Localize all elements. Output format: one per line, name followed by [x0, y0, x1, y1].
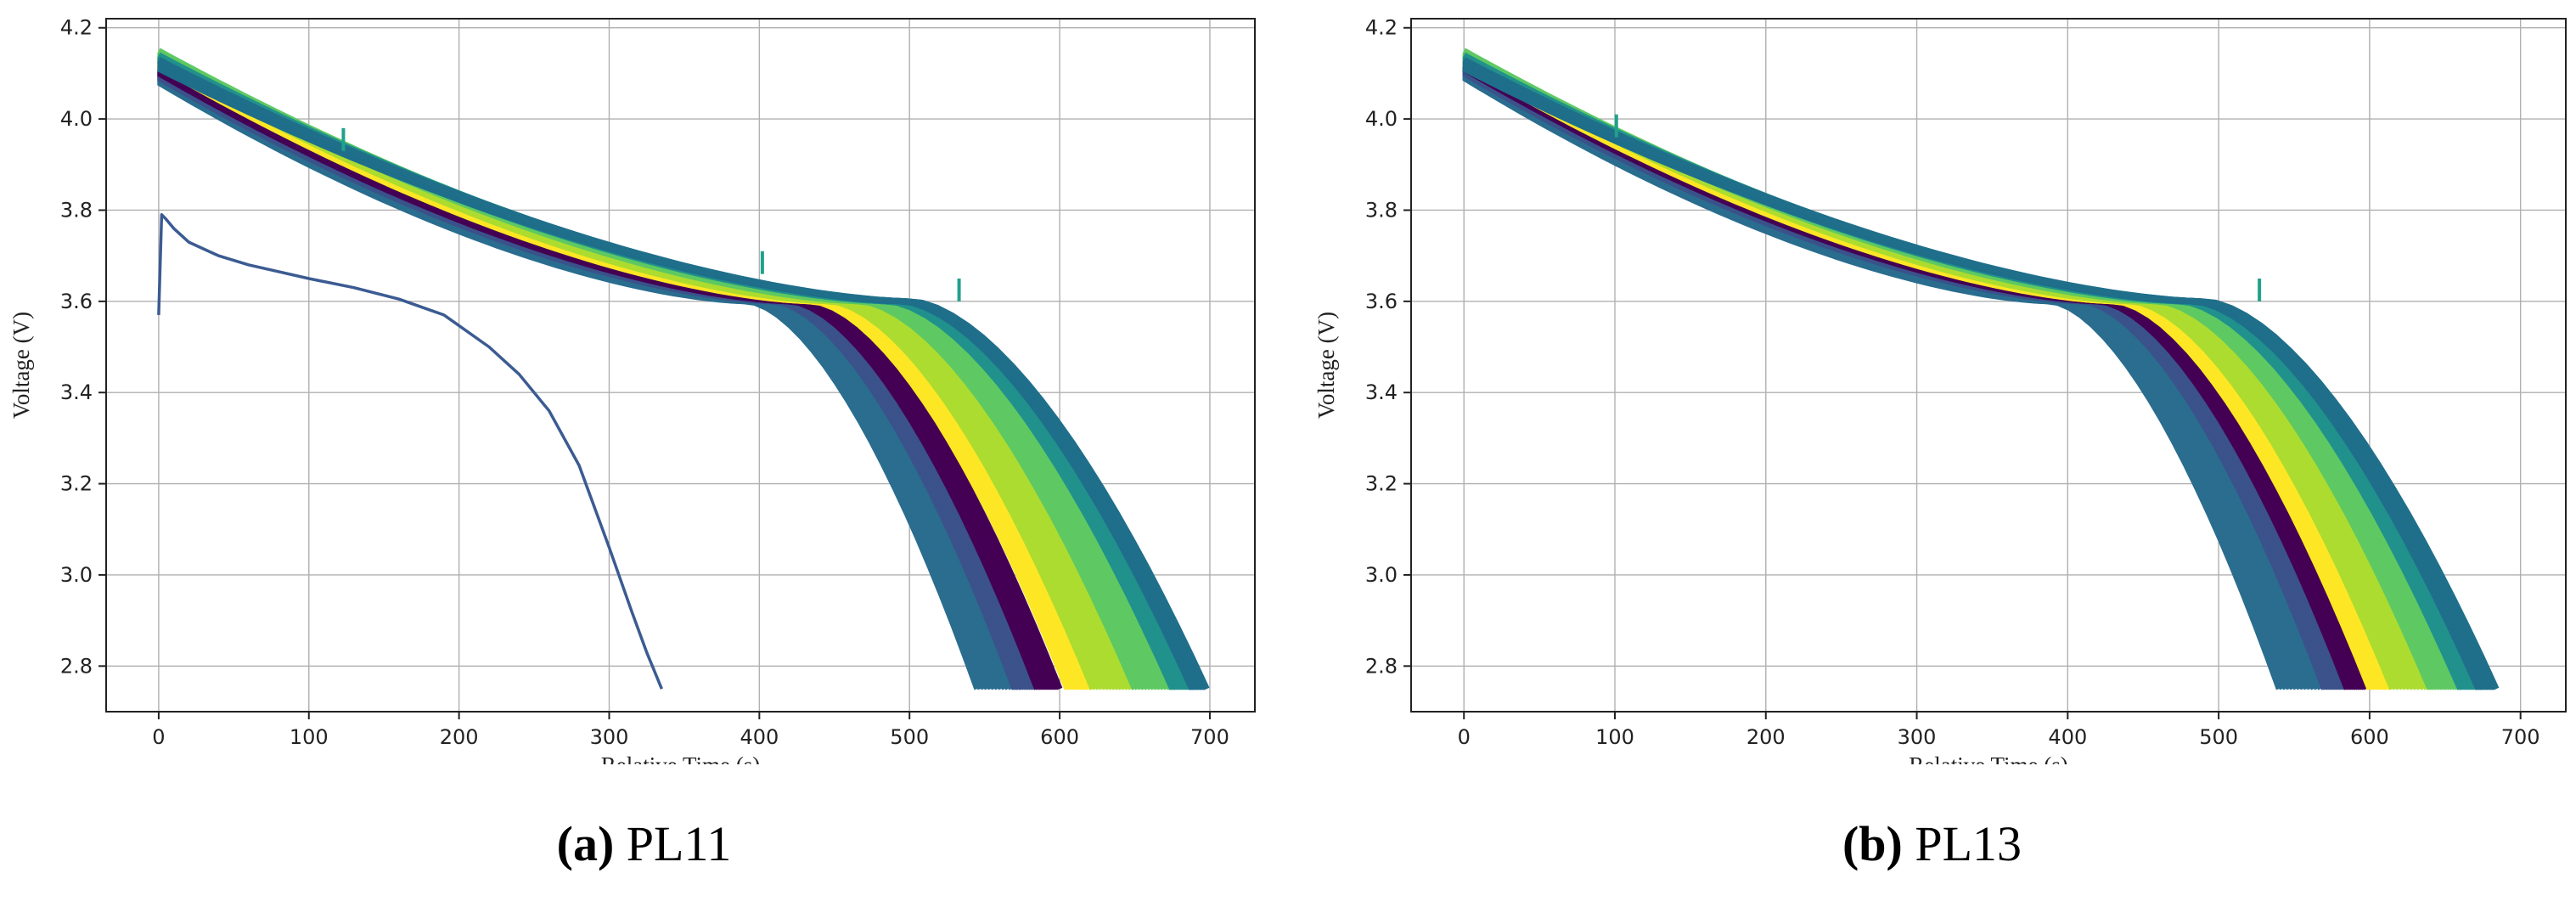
caption-a-letter: (a)	[556, 816, 615, 871]
y-tick-label: 4.0	[1365, 107, 1398, 131]
x-tick-label: 600	[1040, 725, 1079, 749]
caption-b: (b) PL13	[1288, 815, 2576, 872]
series-curves	[1462, 48, 2500, 690]
panel-a: 0 100 200 300 400 500 600 700 2.8 3.0 3.2 3.4 3.6 3.8…	[0, 16, 1288, 872]
x-tick-label: 200	[440, 725, 479, 749]
y-tick-label: 3.6	[1365, 290, 1398, 313]
x-tick-label: 300	[590, 725, 629, 749]
y-tick-label: 3.0	[60, 563, 93, 587]
plot-frame	[1410, 18, 2567, 713]
y-axis-label: Voltage (V)	[8, 312, 34, 419]
x-tick-label: 500	[890, 725, 929, 749]
x-tick-label: 700	[1190, 725, 1229, 749]
y-tick-label: 4.0	[60, 107, 93, 131]
x-axis-label: Relative Time (s)	[1909, 752, 2068, 764]
x-tick-label: 0	[152, 725, 165, 749]
outlier-line	[157, 213, 664, 690]
axis-ticks: 0 100 200 300 400 500 600 700 2.8 3.0 3.2 3.4 3.6 3.8…	[60, 16, 1229, 749]
y-tick-label: 3.6	[60, 290, 93, 313]
x-tick-label: 200	[1746, 725, 1786, 749]
chart-b: 0 100 200 300 400 500 600 700 2.8 3.0 3.2 3.4 3.6 3.8…	[1313, 16, 2567, 764]
axis-ticks: 0 100 200 300 400 500 600 700 2.8 3.0 3.2 3.4 3.6 3.8…	[1365, 16, 2540, 749]
y-tick-label: 3.4	[60, 380, 93, 404]
x-tick-label: 400	[740, 725, 779, 749]
y-tick-label: 2.8	[60, 654, 93, 678]
x-tick-label: 100	[290, 725, 329, 749]
y-tick-label: 3.8	[1365, 198, 1398, 222]
x-tick-label: 100	[1595, 725, 1634, 749]
plot-frame	[105, 18, 1256, 713]
x-axis-label: Relative Time (s)	[601, 752, 761, 764]
y-tick-label: 4.2	[1365, 16, 1398, 40]
x-tick-label: 500	[2199, 725, 2238, 749]
caption-a: (a) PL11	[0, 815, 1288, 872]
caption-a-label: PL11	[626, 816, 732, 871]
y-tick-label: 3.0	[1365, 563, 1398, 587]
chart-a: 0 100 200 300 400 500 600 700 2.8 3.0 3.2 3.4 3.6 3.8…	[8, 16, 1256, 764]
series-line	[1462, 57, 2500, 690]
y-tick-label: 3.4	[1365, 380, 1398, 404]
series-curves	[157, 48, 1210, 690]
y-tick-label: 3.2	[1365, 472, 1398, 496]
x-tick-label: 600	[2350, 725, 2389, 749]
panel-b: 0 100 200 300 400 500 600 700 2.8 3.0 3.2 3.4 3.6 3.8…	[1288, 0, 2576, 907]
x-tick-label: 0	[1458, 725, 1471, 749]
caption-b-letter: (b)	[1842, 816, 1903, 871]
y-tick-label: 2.8	[1365, 654, 1398, 678]
caption-b-label: PL13	[1915, 816, 2022, 871]
y-axis-label: Voltage (V)	[1313, 312, 1339, 419]
y-tick-label: 4.2	[60, 16, 93, 40]
x-tick-label: 300	[1898, 725, 1937, 749]
y-tick-label: 3.2	[60, 472, 93, 496]
y-tick-label: 3.8	[60, 198, 93, 222]
x-tick-label: 700	[2501, 725, 2540, 749]
series-line	[157, 57, 1210, 690]
x-tick-label: 400	[2048, 725, 2087, 749]
